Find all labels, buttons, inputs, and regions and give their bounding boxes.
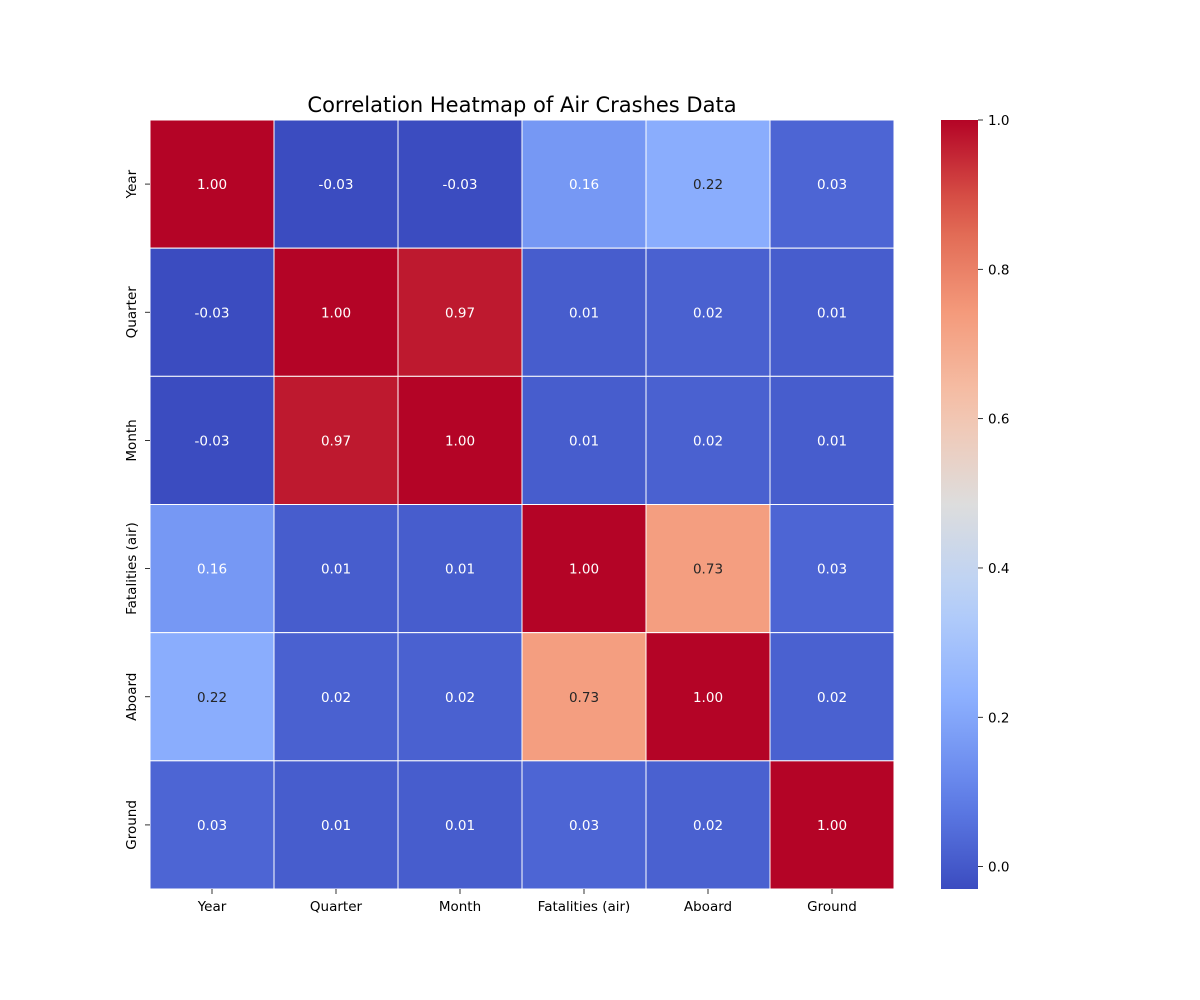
heatmap-cell-year-month bbox=[397, 119, 523, 249]
colorbar-tick-label: 0.8 bbox=[988, 262, 1009, 278]
cell-value-label: -0.03 bbox=[319, 177, 354, 193]
x-tick-label: Ground bbox=[807, 899, 857, 915]
heatmap-cell-year-quarter bbox=[273, 119, 399, 249]
cell-value-label: 1.00 bbox=[817, 818, 847, 834]
heatmap-cell-year-year bbox=[149, 119, 275, 249]
cell-value-label: 1.00 bbox=[321, 305, 351, 321]
cell-value-label: 0.03 bbox=[817, 177, 847, 193]
heatmap-cell-fatalities-air-year bbox=[149, 504, 275, 634]
cell-value-label: -0.03 bbox=[443, 177, 478, 193]
colorbar: 0.0 0.2 0.4 0.6 0.8 1.0 bbox=[941, 113, 1009, 889]
colorbar-tick-label: 1.0 bbox=[988, 113, 1009, 129]
colorbar-tick-label: 0.2 bbox=[988, 710, 1009, 726]
cell-value-label: 0.03 bbox=[817, 562, 847, 578]
heatmap-cell-aboard-year bbox=[149, 632, 275, 762]
cell-value-label: 0.01 bbox=[321, 818, 351, 834]
heatmap-cell-quarter-ground bbox=[769, 247, 895, 377]
cell-value-label: 0.97 bbox=[321, 433, 351, 449]
cell-value-label: 0.02 bbox=[321, 690, 351, 706]
colorbar-tick-label: 0.4 bbox=[988, 561, 1009, 577]
cell-value-label: 1.00 bbox=[569, 562, 599, 578]
chart-title: Correlation Heatmap of Air Crashes Data bbox=[307, 93, 736, 117]
x-tick-label: Quarter bbox=[310, 899, 363, 915]
cell-value-label: 0.16 bbox=[569, 177, 599, 193]
heatmap-cell-month-ground bbox=[769, 375, 895, 506]
heatmap-cell-ground-ground bbox=[769, 760, 895, 890]
heatmap-cell-labels: 1.00 -0.03 -0.03 0.16 0.22 0.03 -0.03 1.00 0.97 0… bbox=[195, 177, 848, 834]
heatmap-cell-fatalities-air-fatalities-air bbox=[521, 504, 647, 634]
heatmap-cell-quarter-quarter bbox=[273, 247, 399, 377]
cell-value-label: 0.22 bbox=[197, 690, 227, 706]
colorbar-gradient bbox=[941, 120, 978, 889]
cell-value-label: 0.03 bbox=[197, 818, 227, 834]
heatmap-cell-year-fatalities-air bbox=[521, 119, 647, 249]
y-tick-label: Fatalities (air) bbox=[124, 522, 140, 615]
heatmap-cell-quarter-year bbox=[149, 247, 275, 377]
cell-value-label: 0.97 bbox=[445, 305, 475, 321]
y-tick-label: Year bbox=[124, 169, 140, 199]
x-tick-label: Month bbox=[439, 899, 481, 915]
cell-value-label: 0.02 bbox=[445, 690, 475, 706]
cell-value-label: 0.16 bbox=[197, 562, 227, 578]
cell-value-label: 0.02 bbox=[693, 433, 723, 449]
cell-value-label: 0.01 bbox=[569, 433, 599, 449]
x-tick-label: Year bbox=[197, 899, 227, 915]
cell-value-label: 0.03 bbox=[569, 818, 599, 834]
heatmap-cell-fatalities-air-ground bbox=[769, 504, 895, 634]
heatmap-cell-fatalities-air-month bbox=[397, 504, 523, 634]
y-tick-label: Aboard bbox=[124, 673, 140, 721]
cell-value-label: 0.73 bbox=[693, 562, 723, 578]
cell-value-label: -0.03 bbox=[195, 433, 230, 449]
cell-value-label: 0.02 bbox=[693, 818, 723, 834]
cell-value-label: -0.03 bbox=[195, 305, 230, 321]
heatmap-cell-aboard-quarter bbox=[273, 632, 399, 762]
colorbar-tick-label: 0.6 bbox=[988, 412, 1009, 428]
heatmap-cell-ground-aboard bbox=[645, 760, 771, 890]
cell-value-label: 0.01 bbox=[445, 562, 475, 578]
heatmap-cell-month-month bbox=[397, 375, 523, 506]
cell-value-label: 1.00 bbox=[445, 433, 475, 449]
cell-value-label: 0.01 bbox=[569, 305, 599, 321]
cell-value-label: 0.01 bbox=[817, 433, 847, 449]
cell-value-label: 0.01 bbox=[321, 562, 351, 578]
cell-value-label: 0.22 bbox=[693, 177, 723, 193]
colorbar-tick-label: 0.0 bbox=[988, 860, 1009, 876]
heatmap-cell-ground-year bbox=[149, 760, 275, 890]
x-axis: Year Quarter Month Fatalities (air) Aboard Gr… bbox=[197, 889, 857, 915]
heatmap-cell-month-quarter bbox=[273, 375, 399, 506]
heatmap-cell-month-year bbox=[149, 375, 275, 506]
heatmap-cell-fatalities-air-aboard bbox=[645, 504, 771, 634]
heatmap-cells bbox=[149, 119, 895, 890]
heatmap-cell-aboard-ground bbox=[769, 632, 895, 762]
heatmap-cell-aboard-aboard bbox=[645, 632, 771, 762]
heatmap-cell-ground-fatalities-air bbox=[521, 760, 647, 890]
cell-value-label: 0.01 bbox=[445, 818, 475, 834]
heatmap-cell-fatalities-air-quarter bbox=[273, 504, 399, 634]
x-tick-label: Aboard bbox=[684, 899, 732, 915]
y-tick-label: Ground bbox=[124, 800, 140, 850]
heatmap-cell-quarter-fatalities-air bbox=[521, 247, 647, 377]
y-axis: Year Quarter Month Fatalities (air) Aboard Gr… bbox=[124, 169, 150, 850]
x-tick-label: Fatalities (air) bbox=[538, 899, 631, 915]
cell-value-label: 0.02 bbox=[817, 690, 847, 706]
heatmap-cell-month-fatalities-air bbox=[521, 375, 647, 506]
cell-value-label: 0.01 bbox=[817, 305, 847, 321]
heatmap-cell-quarter-month bbox=[397, 247, 523, 377]
y-tick-label: Quarter bbox=[124, 286, 140, 339]
y-tick-label: Month bbox=[124, 419, 140, 461]
cell-value-label: 0.73 bbox=[569, 690, 599, 706]
cell-value-label: 1.00 bbox=[197, 177, 227, 193]
heatmap-cell-month-aboard bbox=[645, 375, 771, 506]
heatmap-cell-ground-month bbox=[397, 760, 523, 890]
cell-value-label: 0.02 bbox=[693, 305, 723, 321]
cell-value-label: 1.00 bbox=[693, 690, 723, 706]
